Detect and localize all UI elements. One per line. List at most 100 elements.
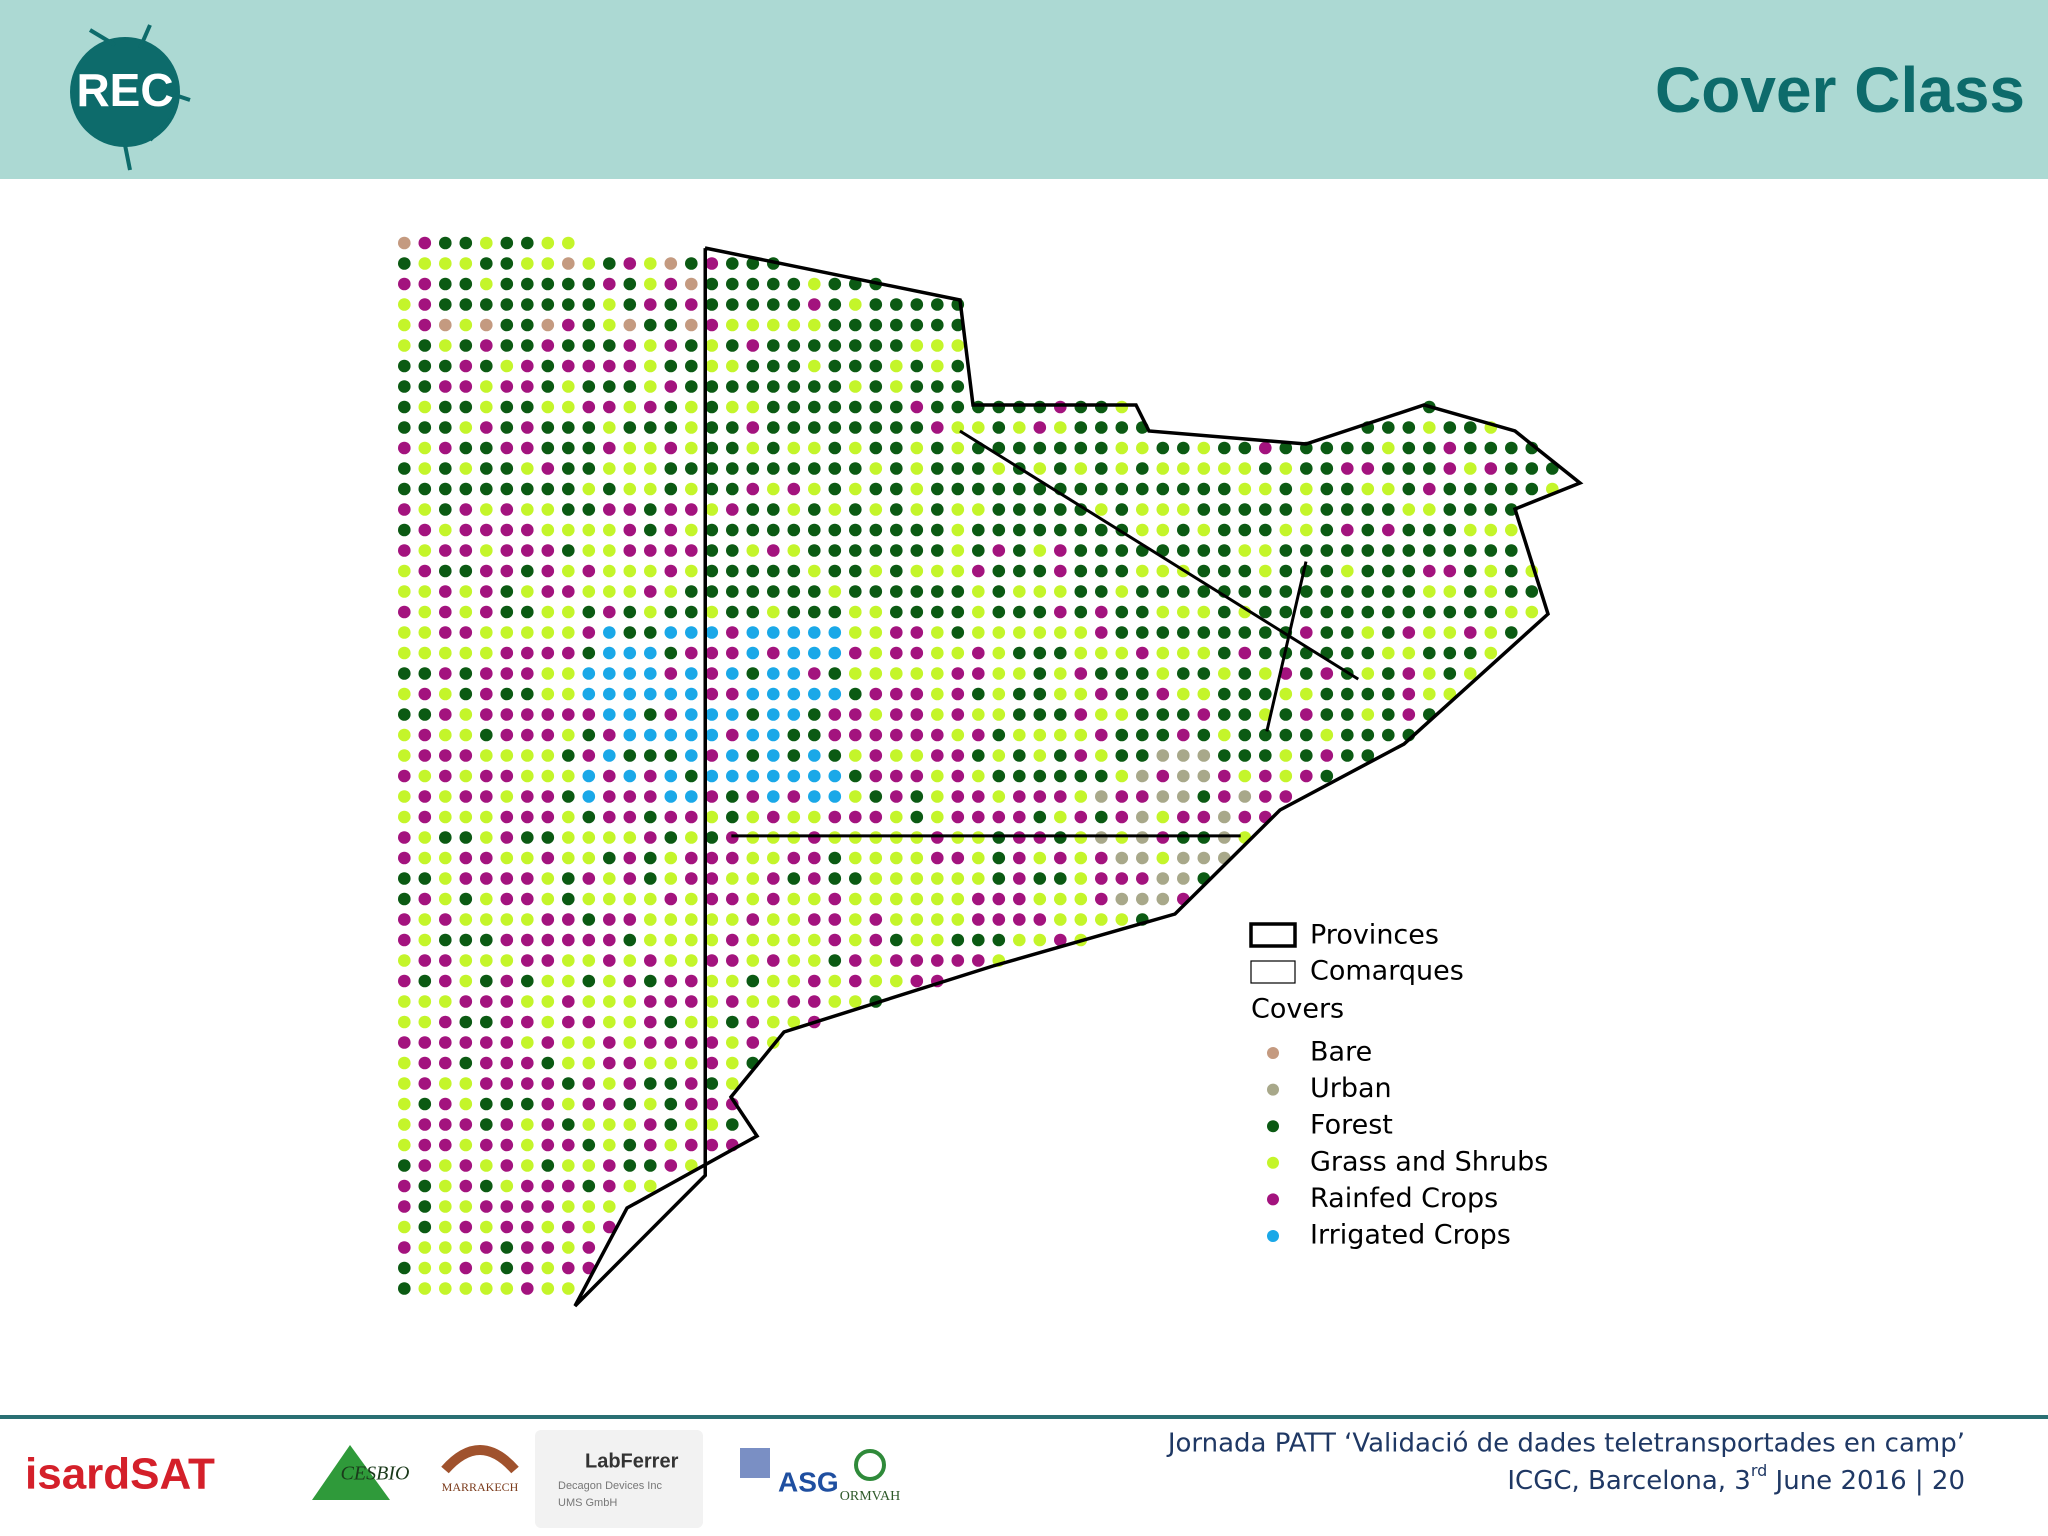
map-dot <box>726 544 739 557</box>
map-dot <box>398 523 411 537</box>
map-dot <box>705 790 719 803</box>
map-dot <box>1074 728 1088 742</box>
map-dot <box>951 790 965 803</box>
map-dot <box>1197 462 1211 475</box>
map-dot <box>787 646 801 660</box>
map-dot <box>644 441 657 455</box>
map-dot <box>685 1077 698 1090</box>
map-dot <box>890 728 903 742</box>
map-dot <box>992 851 1006 865</box>
map-dot <box>439 503 452 516</box>
map-dot <box>685 954 698 967</box>
map-dot <box>500 380 514 393</box>
map-dot <box>644 995 657 1008</box>
map-dot <box>439 687 452 701</box>
map-dot <box>521 503 534 516</box>
map-dot <box>1443 626 1457 639</box>
map-dot <box>1259 769 1272 783</box>
map-dot <box>1382 667 1395 680</box>
map-dot <box>1218 482 1231 496</box>
map-dot <box>1136 872 1149 885</box>
map-dot <box>910 749 924 762</box>
map-dot <box>1013 913 1026 926</box>
map-dot <box>685 626 698 639</box>
map-dot <box>1013 810 1026 824</box>
map-dot <box>869 687 883 701</box>
map-dot <box>849 318 862 332</box>
map-dot <box>746 400 760 414</box>
map-dot <box>459 441 473 455</box>
map-dot <box>1341 605 1354 619</box>
map-dot <box>1238 790 1252 803</box>
map-dot <box>705 749 719 762</box>
map-dot <box>890 503 903 516</box>
map-dot <box>808 544 821 557</box>
map-dot <box>685 359 698 373</box>
map-dot <box>890 380 903 393</box>
map-dot <box>541 605 555 619</box>
map-dot <box>828 277 842 291</box>
map-dot <box>418 831 432 844</box>
map-dot <box>1033 667 1047 680</box>
map-dot <box>1300 605 1313 619</box>
map-dot <box>664 769 678 783</box>
map-dot <box>1074 892 1088 906</box>
map-dot <box>685 503 698 516</box>
map-dot <box>664 1118 678 1131</box>
map-dot <box>890 544 903 557</box>
map-dot <box>1505 605 1518 619</box>
map-dot <box>890 667 903 680</box>
map-dot <box>1443 667 1457 680</box>
map-dot <box>1218 626 1231 639</box>
map-dot <box>398 1159 411 1172</box>
map-dot <box>664 544 678 557</box>
map-dot <box>541 995 555 1008</box>
map-dot <box>685 933 698 947</box>
map-dot <box>398 1036 411 1049</box>
map-dot <box>1197 851 1211 865</box>
map-dot <box>828 831 842 844</box>
map-dot <box>398 954 411 967</box>
map-dot <box>562 954 575 967</box>
map-dot <box>705 359 719 373</box>
map-dot <box>582 1200 596 1213</box>
footer-line-2: ICGC, Barcelona, 3rd June 2016 | 20 <box>1507 1461 1965 1496</box>
map-dot <box>398 667 411 680</box>
map-dot <box>623 318 637 332</box>
map-dot <box>521 913 534 926</box>
map-dot <box>418 1200 432 1213</box>
map-dot <box>808 421 821 434</box>
map-dot <box>1525 585 1539 598</box>
map-dot <box>910 318 924 332</box>
map-dot <box>992 728 1006 742</box>
map-dot <box>726 605 739 619</box>
map-dot <box>1054 831 1067 844</box>
map-dot <box>1074 585 1088 598</box>
map-dot <box>1279 441 1293 455</box>
map-dot <box>582 851 596 865</box>
map-dot <box>1197 503 1211 516</box>
map-dot <box>910 872 924 885</box>
map-dot <box>951 585 965 598</box>
map-dot <box>459 359 473 373</box>
map-dot <box>623 359 637 373</box>
legend-label: Irrigated Crops <box>1310 1220 1511 1251</box>
map-dot <box>992 933 1006 947</box>
map-dot <box>1484 462 1498 475</box>
map-dot <box>1115 626 1129 639</box>
map-dot <box>459 769 473 783</box>
map-dot <box>562 277 575 291</box>
map-dot <box>1074 790 1088 803</box>
map-dot <box>1033 462 1047 475</box>
map-dot <box>1464 667 1477 680</box>
map <box>398 236 1584 1308</box>
map-dot <box>951 626 965 639</box>
map-dot <box>808 995 821 1008</box>
map-dot <box>992 646 1006 660</box>
map-dot <box>521 708 534 721</box>
map-dot <box>787 790 801 803</box>
map-dot <box>787 421 801 434</box>
map-dot <box>1013 646 1026 660</box>
map-dot <box>828 974 842 988</box>
map-dot <box>951 687 965 701</box>
